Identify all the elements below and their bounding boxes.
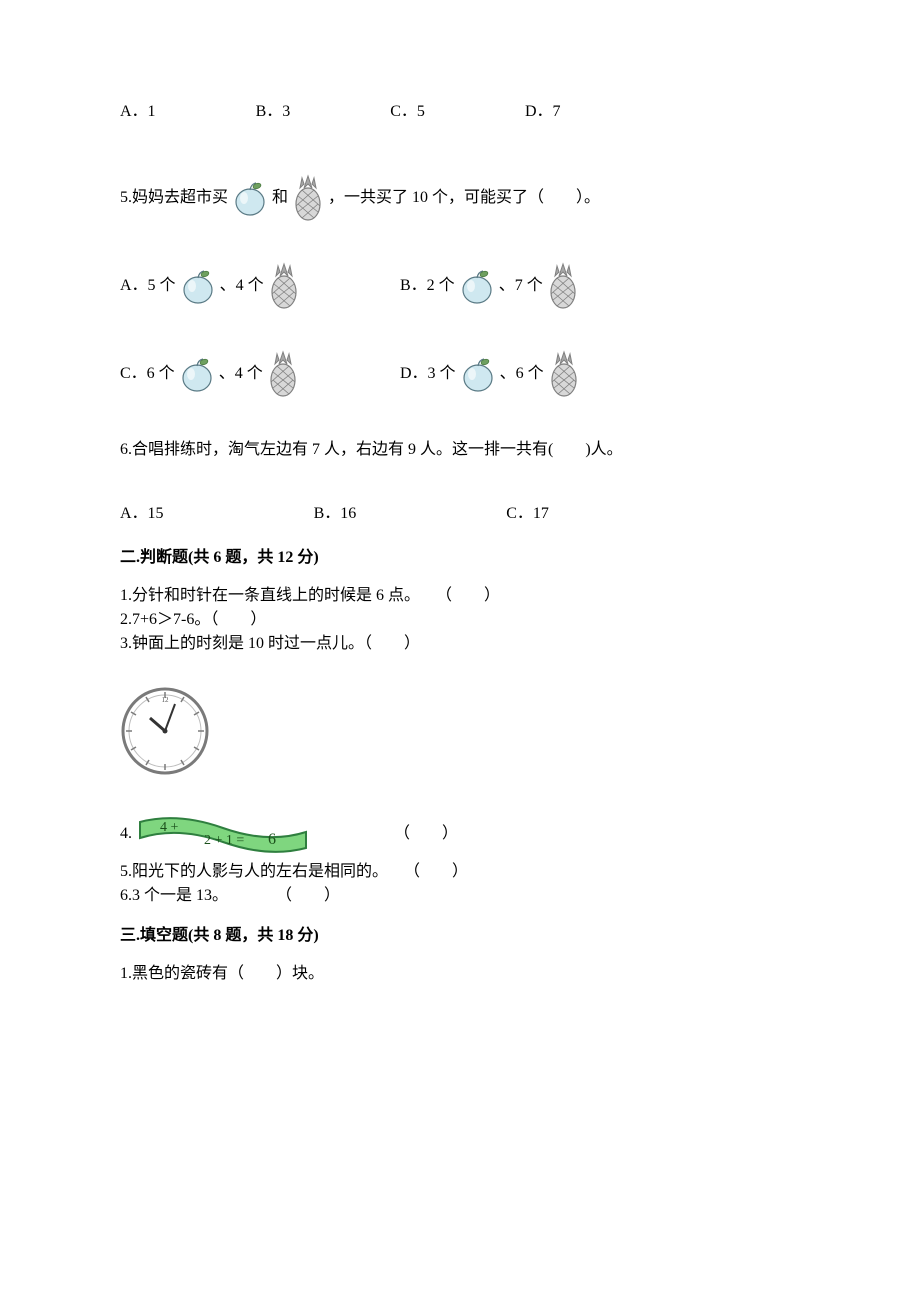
q4-opt-a: A．1 <box>120 100 156 124</box>
q5-opt-c-lead: C．6 个 <box>120 362 175 386</box>
pineapple-icon <box>266 262 302 310</box>
pineapple-icon <box>546 350 582 398</box>
q5-opt-a-lead: A．5 个 <box>120 274 176 298</box>
banner-text3: 6 <box>268 831 276 848</box>
q5-stem: 5.妈妈去超市买 和 ，一共买了 10 个，可能买了（ ）。 <box>120 174 800 222</box>
section2-title: 二.判断题(共 6 题，共 12 分) <box>120 546 800 570</box>
q5-opt-d-mid: 、6 个 <box>500 362 544 386</box>
q5-opt-b-mid: 、7 个 <box>499 274 543 298</box>
q5-opt-c-mid: 、4 个 <box>219 362 263 386</box>
q6-options: A．15 B．16 C．17 <box>120 502 800 526</box>
q5-opt-c: C．6 个 、4 个 <box>120 350 400 398</box>
q5-opt-b-lead: B．2 个 <box>400 274 455 298</box>
q4-opt-c: C．5 <box>390 100 425 124</box>
q5-mid: 和 <box>272 186 288 210</box>
q5-opt-d-lead: D．3 个 <box>400 362 456 386</box>
q4-opt-b: B．3 <box>256 100 291 124</box>
clock-figure: 12 <box>120 686 800 784</box>
q5-opt-a: A．5 个 、4 个 <box>120 262 400 310</box>
q5-opts-row2: C．6 个 、4 个 D．3 个 、6 个 <box>120 350 800 398</box>
s2-q1: 1.分针和时针在一条直线上的时候是 6 点。 （ ） <box>120 584 800 608</box>
s2-q3: 3.钟面上的时刻是 10 时过一点儿。（ ） <box>120 632 800 656</box>
q5-opts-row1: A．5 个 、4 个 B．2 个 、7 个 <box>120 262 800 310</box>
s2-q4-paren: （ ） <box>394 822 458 846</box>
apple-icon <box>230 178 270 218</box>
pineapple-icon <box>265 350 301 398</box>
banner-text1: 4 + <box>160 820 179 835</box>
q5-opt-d: D．3 个 、6 个 <box>400 350 584 398</box>
q5-suffix: ，一共买了 10 个，可能买了（ ）。 <box>328 186 600 210</box>
q4-options: A．1 B．3 C．5 D．7 <box>120 100 800 124</box>
q6-stem: 6.合唱排练时，淘气左边有 7 人，右边有 9 人。这一排一共有( )人。 <box>120 438 800 462</box>
s2-q4: 4. 4 + 2 + 1 = 6 （ ） <box>120 814 800 854</box>
banner-text2: 2 + 1 = <box>204 833 244 848</box>
q5-opt-a-mid: 、4 个 <box>220 274 264 298</box>
apple-icon <box>178 266 218 306</box>
s2-q2: 2.7+6＞7-6。（ ） <box>120 608 800 632</box>
clock-icon: 12 <box>120 686 210 776</box>
pineapple-icon <box>290 174 326 222</box>
s2-q4-lead: 4. <box>120 822 132 846</box>
banner-icon: 4 + 2 + 1 = 6 <box>138 814 308 854</box>
apple-icon <box>457 266 497 306</box>
s2-q5: 5.阳光下的人影与人的左右是相同的。 （ ） <box>120 860 800 884</box>
svg-text:12: 12 <box>162 696 170 704</box>
section3-title: 三.填空题(共 8 题，共 18 分) <box>120 924 800 948</box>
s2-q6: 6.3 个一是 13。 （ ） <box>120 884 800 908</box>
q4-opt-d: D．7 <box>525 100 561 124</box>
q5-opt-b: B．2 个 、7 个 <box>400 262 583 310</box>
q6-opt-a: A．15 <box>120 502 164 526</box>
q5-prefix: 5.妈妈去超市买 <box>120 186 228 210</box>
s3-q1: 1.黑色的瓷砖有（ ）块。 <box>120 962 800 986</box>
pineapple-icon <box>545 262 581 310</box>
apple-icon <box>177 354 217 394</box>
q6-opt-b: B．16 <box>314 502 357 526</box>
apple-icon <box>458 354 498 394</box>
q6-opt-c: C．17 <box>506 502 549 526</box>
